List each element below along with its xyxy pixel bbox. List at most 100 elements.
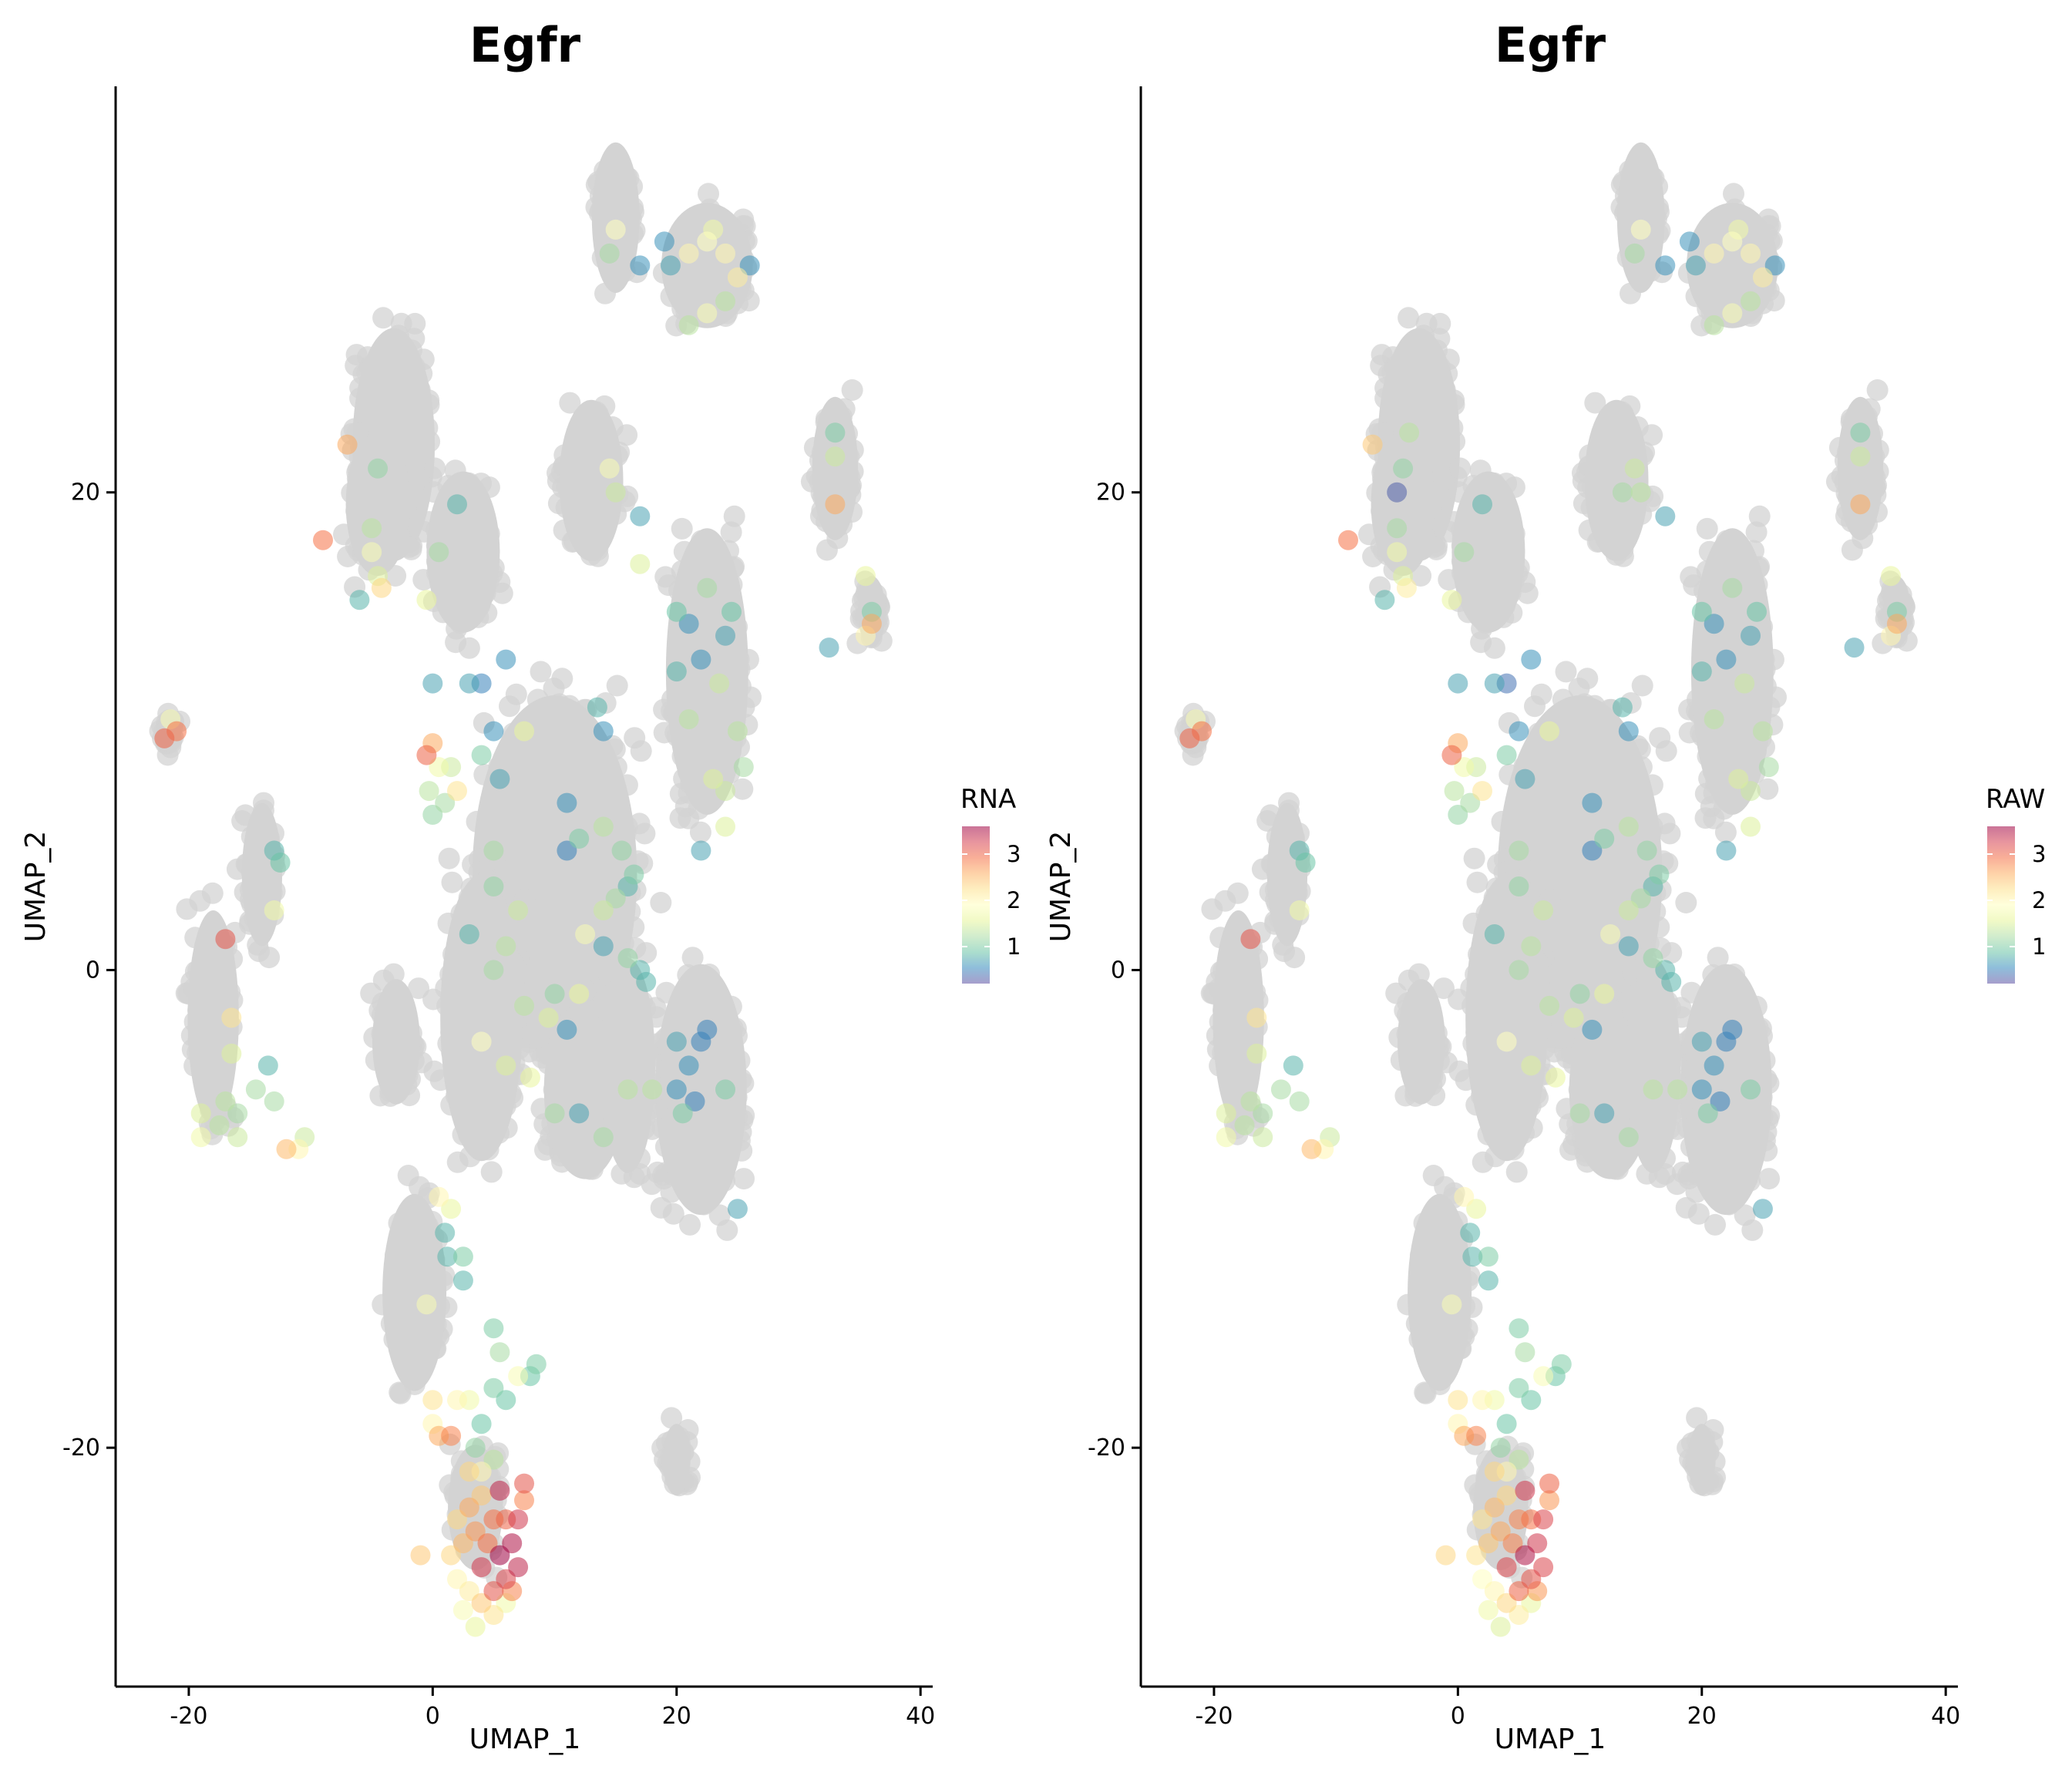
expression-point [697,577,718,598]
expression-point [508,900,529,920]
expression-point [437,1246,458,1267]
background-cell [446,1151,469,1173]
expression-point [678,1055,699,1076]
expression-point [264,900,284,920]
expression-point [691,649,711,670]
legend-tick-label: 2 [1007,887,1021,913]
background-cell [662,1202,684,1225]
expression-point [599,458,620,479]
background-cell [480,1161,503,1183]
expression-point [227,1127,248,1148]
background-cell [360,982,382,1004]
expression-point [727,1199,748,1219]
expression-point [575,924,596,944]
cluster-core [187,910,239,1125]
cluster-core [600,958,656,1173]
expression-point [190,1127,211,1148]
expression-point [733,757,754,778]
chart-title: Egfr [1495,17,1606,73]
cluster-core [382,1193,447,1391]
background-cell [698,183,719,205]
expression-point [636,971,657,992]
expression-point [514,995,534,1016]
background-cell [388,1381,411,1404]
background-cell [1696,517,1718,540]
expression-point [569,984,590,1004]
expression-point [362,518,382,539]
colorbar [962,826,990,984]
background-cell [624,727,646,749]
expression-point [605,888,626,909]
background-cell [491,582,513,604]
expression-point [514,1490,534,1511]
expression-point [666,661,687,682]
background-cell [708,1204,731,1226]
expression-point [654,231,674,252]
expression-point [715,1079,735,1100]
expression-point [496,936,516,957]
background-cell [1449,457,1472,479]
expression-point [666,1079,687,1100]
expression-point [678,243,699,264]
expression-point [471,745,492,765]
expression-point [483,876,504,896]
cluster-core [1584,399,1649,561]
expression-point [489,1480,510,1501]
background-cell [732,778,754,800]
expression-point [459,1462,479,1482]
expression-point [508,1366,529,1387]
x-tick-label: -20 [170,1703,207,1730]
expression-point [569,829,590,849]
background-cell [1703,807,1725,829]
expression-point [727,267,748,288]
cluster-core [655,964,747,1216]
x-tick-label: 0 [426,1703,440,1730]
background-cell [1398,307,1420,329]
chart-title: Egfr [469,17,581,73]
expression-point [526,1354,547,1374]
background-cell [404,312,426,335]
expression-point [617,948,638,968]
expression-point [483,1581,504,1602]
legend-ticks: 123 [962,841,1021,960]
expression-point [496,649,516,670]
expression-point [441,1425,462,1446]
expression-point [709,673,730,694]
expression-point [337,434,358,455]
expression-point [544,1103,565,1124]
x-axis-label: UMAP_1 [469,1724,581,1755]
background-cell [1524,695,1546,718]
background-cell [1466,871,1488,893]
expression-point [593,936,614,957]
expression-point [557,792,577,813]
expression-point [593,1127,614,1148]
background-cell [1841,539,1863,561]
expression-point [508,1557,529,1578]
expression-point [514,1473,534,1494]
background-cell [438,847,460,870]
expression-point [697,303,718,324]
expression-point [416,1294,437,1315]
expression-point [154,728,175,748]
expression-point [593,721,614,742]
expression-point [825,494,846,515]
expression-point [630,553,651,574]
expression-point [514,721,534,742]
expression-point [630,255,651,276]
expression-point [447,781,467,802]
expression-point [422,673,443,694]
y-tick-label: -20 [62,1435,100,1462]
y-axis-label: UMAP_2 [20,831,52,943]
expression-point [349,590,370,610]
expression-point [715,816,735,837]
expression-point [452,1270,473,1291]
expression-point [483,721,504,742]
expression-point [483,840,504,861]
expression-point [429,757,449,778]
background-cell [1649,727,1671,749]
expression-point [496,1055,516,1076]
background-cell [650,892,672,913]
